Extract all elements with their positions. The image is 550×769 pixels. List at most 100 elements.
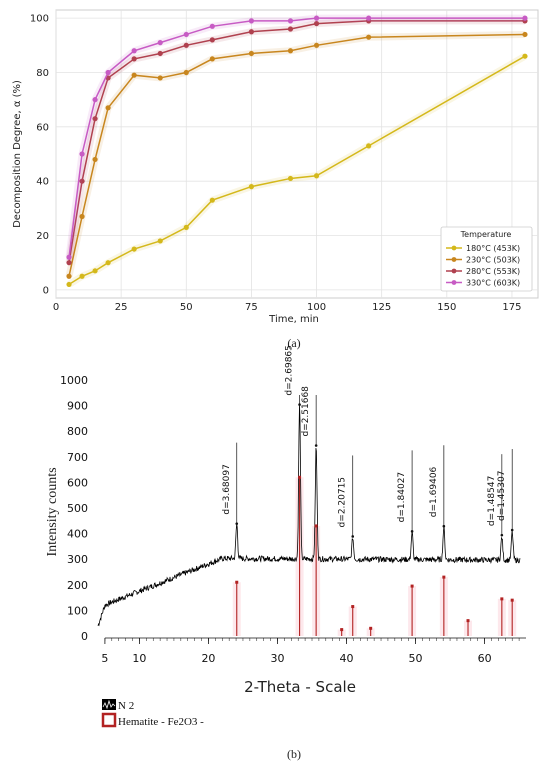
y-tick-label-b: 100 xyxy=(67,604,88,617)
hematite-stick-cap xyxy=(410,584,414,588)
legend-a: Temperature 180°C (453K) 230°C (503K) 280°… xyxy=(440,226,533,292)
legend-marker-a xyxy=(451,280,457,285)
x-axis-label-b: 2-Theta - Scale xyxy=(244,678,356,696)
x-axis-label-a: Time, min xyxy=(268,314,319,325)
hematite-legend-swatch xyxy=(101,712,117,728)
x-tick-label-b: 30 xyxy=(270,652,284,665)
series-group-a xyxy=(65,14,528,288)
legend-box-a xyxy=(440,226,533,292)
x-tick-label-a: 125 xyxy=(372,302,391,313)
n2-legend-icon xyxy=(102,699,116,710)
hematite-stick-cap xyxy=(235,580,239,584)
data-point-a xyxy=(131,246,137,252)
data-point-a xyxy=(66,273,72,279)
data-point-a xyxy=(131,48,137,54)
y-tick-label-b: 700 xyxy=(67,451,88,464)
legend-label-a: 330°C (603K) xyxy=(466,279,520,288)
x-ticks-b: 5 10 20 30 40 50 60 xyxy=(101,637,526,665)
data-point-a xyxy=(209,56,215,62)
y-tick-label-a: 100 xyxy=(30,14,49,25)
data-point-a xyxy=(92,97,98,103)
data-point-a xyxy=(183,42,189,48)
data-point-a xyxy=(366,15,372,21)
data-point-a xyxy=(522,53,528,59)
legend-b: N 2 Hematite - Fe2O3 - xyxy=(101,699,204,728)
data-point-a xyxy=(157,50,163,57)
y-axis-label-b: Intensity counts xyxy=(45,467,60,556)
y-tick-label-a: 0 xyxy=(43,285,49,296)
x-tick-label-a: 175 xyxy=(502,302,521,313)
data-point-a xyxy=(522,31,528,38)
y-axis-label-a: Decomposition Degree, α (%) xyxy=(12,80,23,228)
data-point-a xyxy=(131,56,137,62)
data-point-a xyxy=(105,105,111,111)
data-point-a xyxy=(287,18,294,24)
data-point-a xyxy=(209,23,215,29)
hematite-stick-cap xyxy=(442,575,446,579)
data-point-a xyxy=(79,178,85,184)
peak-marker-dot xyxy=(351,535,355,538)
peak-marker-dot xyxy=(500,533,504,537)
data-point-a xyxy=(92,268,98,274)
data-point-a xyxy=(183,224,189,230)
x-tick-label-b: 10 xyxy=(132,652,146,665)
hematite-stick-cap xyxy=(340,628,344,632)
y-tick-label-a: 60 xyxy=(36,122,49,133)
data-point-a xyxy=(157,238,163,244)
data-point-a xyxy=(157,40,163,46)
data-point-a xyxy=(313,173,320,179)
hematite-stick-cap xyxy=(369,626,373,630)
y-tick-label-b: 300 xyxy=(67,553,88,566)
data-point-a xyxy=(366,34,372,40)
y-tick-label-a: 40 xyxy=(36,177,49,188)
data-point-a xyxy=(79,273,85,279)
peak-marker-dot xyxy=(442,524,446,528)
y-tick-label-b: 400 xyxy=(67,528,88,541)
data-point-a xyxy=(105,69,111,76)
x-tick-label-a: 50 xyxy=(180,302,193,313)
hematite-stick-cap xyxy=(500,597,504,601)
peak-marker-dot xyxy=(298,403,301,406)
data-point-a xyxy=(183,69,189,76)
y-tick-label-a: 20 xyxy=(36,231,49,242)
legend-marker-a xyxy=(451,268,457,274)
hematite-stick-cap xyxy=(298,475,302,479)
peak-d-label: d=2.51668 xyxy=(301,386,311,437)
data-point-a xyxy=(313,15,320,21)
y-tick-label-b: 0 xyxy=(81,630,88,643)
peak-d-label: d=1.48547 xyxy=(487,476,497,526)
y-tick-label-b: 600 xyxy=(67,476,88,489)
legend-label-a: 180°C (453K) xyxy=(466,244,520,253)
panel-label-b: (b) xyxy=(287,747,301,761)
peak-d-label: d=3.68097 xyxy=(222,464,232,514)
plot-area-b xyxy=(98,368,526,656)
data-point-a xyxy=(209,37,215,43)
data-point-a xyxy=(105,260,111,266)
data-point-a xyxy=(66,281,72,288)
peak-d-label: d=1.69406 xyxy=(429,466,439,517)
legend-marker-a xyxy=(451,245,457,251)
hematite-stick-cap xyxy=(510,598,514,602)
hematite-stick-cap xyxy=(351,605,355,609)
data-point-a xyxy=(248,29,255,35)
peak-marker-dot xyxy=(314,444,318,447)
legend-entry-n2: N 2 xyxy=(118,700,134,712)
y-tick-label-a: 80 xyxy=(36,68,49,79)
legend-entry-hematite: Hematite - Fe2O3 - xyxy=(118,716,204,728)
data-point-a xyxy=(157,75,163,81)
x-tick-label-b: 40 xyxy=(340,652,354,665)
x-tick-label-b: 5 xyxy=(101,652,108,665)
data-point-a xyxy=(66,254,72,260)
data-point-a xyxy=(313,42,320,48)
data-point-a xyxy=(287,175,294,182)
panel-label-a: (a) xyxy=(287,336,300,350)
xrd-pattern-line xyxy=(97,404,521,627)
data-point-a xyxy=(522,15,528,21)
data-point-a xyxy=(248,18,255,24)
x-tick-label-a: 0 xyxy=(53,302,59,313)
x-tick-label-a: 150 xyxy=(437,302,456,313)
legend-marker-a xyxy=(451,257,457,262)
data-point-a xyxy=(366,143,372,149)
